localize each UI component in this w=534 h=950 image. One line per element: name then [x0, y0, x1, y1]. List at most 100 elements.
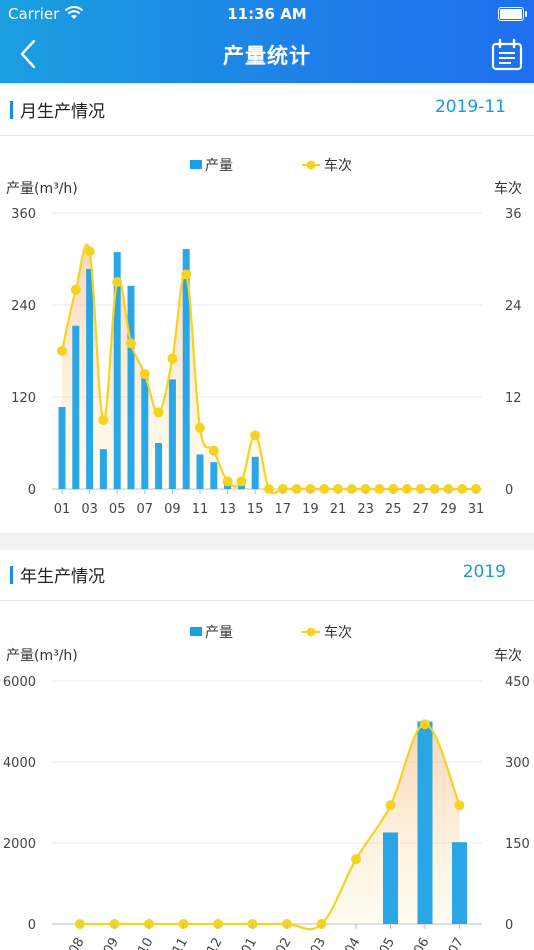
trips-area — [80, 724, 460, 930]
section-accent-bar — [10, 566, 13, 584]
year-production-card: 年生产情况 2019 产量 车次 产量(m³/h) 车次 0 0 2000 150 4000 30… — [0, 550, 534, 950]
trips-point — [291, 484, 302, 494]
production-bar — [210, 462, 218, 489]
x-tick-label: 29 — [440, 502, 457, 517]
production-bar — [58, 406, 66, 489]
trips-point — [153, 407, 164, 418]
x-tick-label: 01 — [54, 502, 71, 517]
status-bar: Carrier 11:36 AM — [0, 0, 534, 28]
trips-point — [57, 346, 67, 356]
wifi-icon — [64, 6, 84, 19]
x-tick-label: 21 — [330, 502, 347, 517]
trips-point — [374, 484, 385, 494]
carrier-label: Carrier — [8, 5, 60, 23]
year-section-header: 年生产情况 2019 — [0, 550, 534, 601]
y2-axis-title: 车次 — [494, 180, 522, 197]
y2-tick-label: 24 — [505, 299, 522, 314]
y-tick-label: 6000 — [3, 675, 36, 690]
trips-point — [454, 800, 465, 811]
month-section-title: 月生产情况 — [20, 102, 105, 122]
x-tick-label: 17 — [275, 502, 292, 517]
y-tick-label: 0 — [28, 483, 36, 498]
trips-point — [429, 484, 440, 494]
production-bar — [141, 375, 149, 489]
production-bar — [417, 721, 433, 924]
production-bar — [168, 379, 176, 489]
production-bar — [182, 249, 190, 489]
y-tick-label: 2000 — [3, 837, 36, 852]
y-axis-title: 产量(m³/h) — [6, 181, 78, 197]
x-tick-label: 27 — [413, 502, 430, 517]
x-tick-label: 11 — [192, 502, 209, 517]
trips-point — [208, 445, 219, 456]
y2-tick-label: 450 — [505, 675, 530, 690]
x-tick-label: 11 — [170, 935, 191, 950]
production-bar — [383, 832, 398, 924]
trips-area — [62, 244, 476, 494]
clock: 11:36 AM — [227, 5, 307, 23]
trips-point — [84, 246, 95, 257]
production-bar — [196, 454, 204, 489]
trips-point — [126, 338, 136, 349]
trips-point — [385, 800, 396, 811]
x-tick-label: 31 — [468, 502, 485, 517]
y-tick-label: 240 — [11, 299, 36, 314]
x-tick-label: 12 — [204, 935, 225, 950]
x-tick-label: 07 — [137, 502, 154, 517]
trips-point — [264, 484, 274, 494]
x-tick-label: 25 — [385, 502, 402, 517]
trips-point — [319, 484, 330, 494]
x-tick-label: 09 — [164, 502, 181, 517]
x-tick-label: 07 — [446, 935, 467, 950]
x-tick-label: 19 — [302, 502, 319, 517]
page-title: 产量统计 — [223, 44, 311, 68]
production-bar — [127, 285, 135, 489]
production-bar — [99, 449, 107, 489]
y-tick-label: 120 — [11, 391, 36, 406]
x-tick-label: 03 — [81, 502, 98, 517]
x-tick-label: 08 — [66, 935, 87, 950]
trips-point — [346, 484, 357, 494]
y-tick-label: 360 — [11, 207, 36, 222]
y2-axis-title: 车次 — [494, 647, 522, 664]
y2-tick-label: 0 — [505, 483, 513, 498]
x-tick-label: 01 — [239, 935, 260, 950]
year-section-title: 年生产情况 — [20, 567, 105, 587]
production-bar — [155, 443, 163, 489]
trips-point — [181, 269, 192, 280]
legend-bar-swatch — [190, 627, 202, 636]
month-section-header: 月生产情况 2019-11 — [0, 85, 534, 136]
y2-tick-label: 300 — [505, 756, 530, 771]
x-tick-label: 15 — [247, 502, 264, 517]
trips-point — [420, 719, 430, 730]
legend-bar-label: 产量 — [205, 158, 233, 174]
x-tick-label: 06 — [411, 935, 432, 950]
section-accent-bar — [10, 101, 13, 119]
calendar-icon[interactable] — [490, 38, 524, 72]
trips-point — [70, 284, 81, 295]
legend-bar-label: 产量 — [205, 625, 233, 641]
production-bar — [86, 268, 94, 489]
y-tick-label: 0 — [28, 918, 36, 933]
production-bar — [251, 456, 259, 489]
x-tick-label: 03 — [308, 935, 329, 950]
trips-point — [167, 353, 178, 364]
back-arrow-icon[interactable] — [14, 38, 44, 70]
y-tick-label: 4000 — [3, 756, 36, 771]
legend-line-label: 车次 — [324, 624, 352, 641]
trips-point — [250, 430, 261, 441]
app-header: Carrier 11:36 AM 产量统计 — [0, 0, 534, 83]
legend-line-label: 车次 — [324, 157, 352, 174]
trips-point — [236, 476, 247, 487]
trips-point — [457, 484, 468, 494]
year-period-selector[interactable]: 2019 — [462, 562, 506, 582]
x-tick-label: 02 — [273, 935, 294, 950]
trips-point — [112, 277, 123, 287]
trips-point — [402, 484, 412, 494]
month-period-selector[interactable]: 2019-11 — [434, 97, 506, 117]
x-tick-label: 09 — [101, 935, 122, 950]
x-tick-label: 10 — [135, 935, 156, 950]
trips-point — [98, 415, 109, 425]
